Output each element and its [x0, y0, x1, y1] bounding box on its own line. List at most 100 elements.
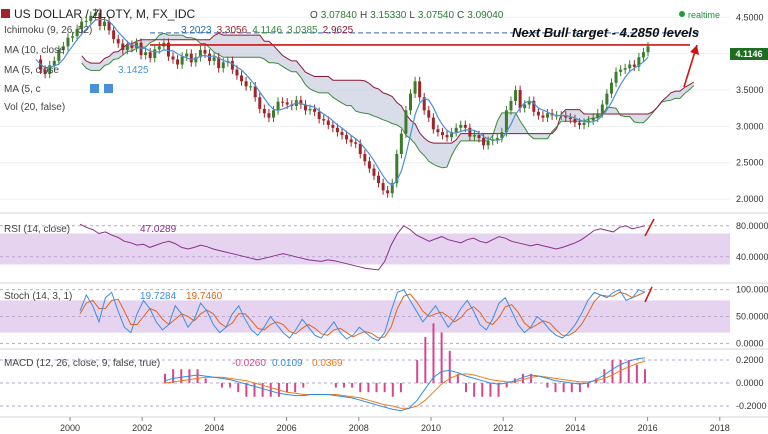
candle-body [509, 100, 513, 111]
time-tick-label: 2010 [421, 423, 441, 433]
candle-body [468, 127, 472, 137]
time-tick-label: 2006 [277, 423, 297, 433]
candle-body [75, 28, 79, 37]
candle-body [217, 57, 221, 69]
collapse-icon[interactable] [1, 9, 10, 18]
band-fill [0, 233, 730, 265]
candle-body [450, 132, 454, 138]
realtime-label: realtime [688, 10, 720, 20]
candle-body [445, 135, 449, 138]
candle-body [637, 57, 641, 67]
candle-body [568, 117, 572, 120]
candle-body [399, 133, 403, 154]
stoch-k-value: 19.7284 [140, 291, 177, 302]
candle-body [577, 122, 581, 125]
candle-body [331, 124, 335, 128]
candle-body [523, 104, 527, 109]
candle-body [619, 69, 623, 72]
candle-body [317, 111, 321, 120]
ohlc-key: L [409, 10, 415, 21]
candle-body [367, 161, 371, 169]
price-tick-label: 4.5000 [736, 12, 764, 22]
time-tick-label: 2018 [710, 423, 730, 433]
candle-body [180, 56, 184, 65]
realtime-dot-icon [679, 11, 685, 17]
candle-body [176, 59, 180, 65]
candle-body [89, 15, 93, 21]
tick-label: 0.0000 [736, 338, 764, 348]
candle-body [345, 135, 349, 140]
macd-pane: -0.2000 0.0000 0.2000 MACD (12, 26, close, … [0, 323, 767, 412]
candle-body [422, 97, 426, 111]
candle-body [564, 115, 568, 118]
candle-body [103, 21, 107, 26]
candle-body [153, 49, 157, 58]
symbol-title: US DOLLAR / ZLOTY, M, FX_IDC [14, 7, 195, 21]
candle-body [395, 154, 399, 184]
ma5b-label[interactable]: MA (5, c [4, 84, 41, 95]
candle-body [546, 113, 550, 118]
candle-body [440, 132, 444, 136]
candle-body [271, 110, 275, 118]
price-tick-label: 3.5000 [736, 85, 764, 95]
candle-body [632, 64, 636, 67]
candle-body [532, 100, 536, 112]
candle-body [527, 100, 531, 105]
ohlc-value: 3.09040 [467, 10, 504, 21]
indicator-legend: Ichimoku (9, 26, 52) 3.2023 3.3056 4.1146 3… [4, 25, 354, 113]
time-tick-label: 2004 [204, 423, 224, 433]
ma5-value: 3.1425 [118, 65, 149, 76]
ichimoku-label[interactable]: Ichimoku (9, 26, 52) [4, 25, 92, 36]
ma10-label[interactable]: MA (10, close [4, 45, 65, 56]
candle-body [354, 142, 358, 144]
rsi-line [79, 223, 646, 271]
candle-body [454, 127, 458, 133]
candle-body [600, 104, 604, 114]
candle-body [235, 69, 239, 76]
ichimoku-value: 4.1146 [252, 25, 282, 36]
candle-body [377, 175, 381, 184]
candle-body [212, 57, 216, 61]
ichimoku-values: 3.2023 3.3056 4.1146 3.0385 2.9625 [181, 25, 354, 36]
macd-value: 0.0109 [272, 358, 303, 369]
ohlc-key: H [360, 10, 367, 21]
time-tick-label: 2008 [349, 423, 369, 433]
visibility-icon[interactable] [90, 84, 99, 93]
rsi-pane: 40.0000 80.0000 RSI (14, close) 47.0289 [0, 218, 768, 271]
candle-body [609, 82, 613, 94]
tick-label: 50.0000 [736, 312, 768, 322]
vol-label[interactable]: Vol (20, false) [4, 102, 65, 113]
settings-icon[interactable] [104, 84, 113, 93]
time-tick-label: 2016 [638, 423, 658, 433]
candle-body [409, 93, 413, 111]
tick-label: 80.0000 [736, 221, 768, 231]
last-price-label: 4.1146 [735, 49, 762, 59]
tick-label: 100.0000 [736, 285, 768, 295]
price-tick-label: 2.5000 [736, 158, 764, 168]
tick-label: 0.2000 [736, 355, 764, 365]
candle-body [646, 46, 650, 53]
macd-value: 0.0369 [312, 358, 343, 369]
candle-body [514, 90, 518, 101]
time-tick-label: 2000 [60, 423, 80, 433]
ma5-label[interactable]: MA (5, close [4, 65, 59, 76]
tick-label: 0.0000 [736, 378, 764, 388]
candle-body [107, 21, 111, 31]
candle-body [308, 108, 312, 111]
candle-body [322, 119, 326, 121]
candle-body [459, 124, 463, 128]
stoch-k-line [79, 289, 646, 342]
time-tick-label: 2012 [493, 423, 513, 433]
signal-line [164, 360, 646, 409]
candle-body [418, 81, 422, 98]
symbol-legend: US DOLLAR / ZLOTY, M, FX_IDC O 3.07840 H 3.… [1, 7, 720, 21]
ohlc-value: 3.07540 [418, 10, 455, 21]
candle-body [518, 90, 522, 109]
ichimoku-value: 2.9625 [323, 25, 354, 36]
ohlc-key: C [457, 10, 464, 21]
bull-arrow-head [690, 45, 699, 55]
candle-body [276, 101, 280, 111]
rsi-arrow [644, 218, 655, 237]
candle-body [148, 52, 152, 58]
stoch-arrow [644, 286, 653, 303]
